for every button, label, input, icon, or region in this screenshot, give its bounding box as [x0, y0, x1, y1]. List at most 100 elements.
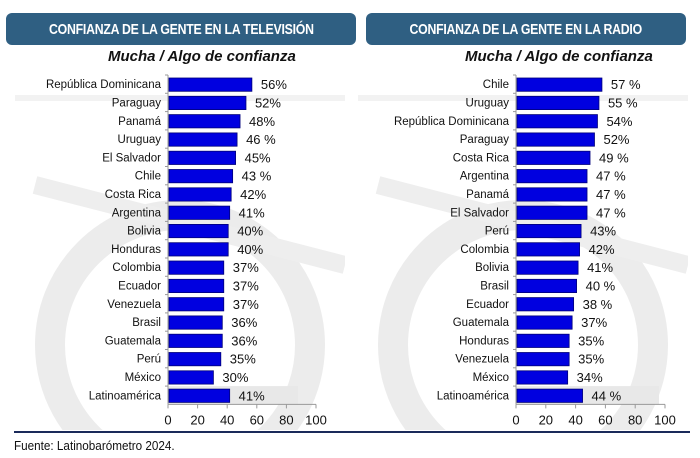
category-label: Colombia [112, 262, 161, 274]
bar [516, 352, 570, 367]
category-label: Argentina [112, 207, 162, 219]
category-label: Venezuela [455, 354, 509, 366]
value-label: 46 % [246, 132, 276, 147]
x-tick-label: 80 [279, 412, 293, 427]
category-label: Honduras [459, 335, 509, 347]
value-label: 35% [578, 333, 604, 348]
bar [516, 223, 582, 239]
bar [516, 315, 573, 330]
bar [168, 352, 222, 367]
bar [516, 150, 591, 165]
category-label: México [473, 372, 509, 384]
category-label: Latinoamérica [89, 390, 162, 402]
value-label: 40% [237, 242, 263, 257]
value-label: 35% [578, 352, 604, 367]
bar [516, 132, 595, 147]
value-label: 47 % [596, 169, 626, 184]
radio-bar-chart: Chile 57 % Uruguay 55 % República Dominicana… [394, 74, 676, 427]
bar [516, 370, 569, 385]
category-label: Chile [483, 79, 509, 91]
x-tick-label: 20 [190, 412, 204, 427]
x-tick-label: 60 [250, 412, 264, 427]
chart-subtitle: Mucha / Algo de confianza [465, 48, 653, 65]
category-label: Venezuela [107, 299, 161, 311]
category-label: Colombia [460, 244, 509, 256]
category-label: Brasil [480, 280, 509, 292]
value-label: 38 % [583, 297, 613, 312]
x-tick-label: 100 [305, 412, 327, 427]
bar [168, 223, 229, 239]
category-label: Perú [137, 354, 161, 366]
bar [516, 169, 588, 184]
x-tick-label: 0 [512, 412, 519, 427]
bar [516, 77, 603, 92]
source-note: Fuente: Latinobarómetro 2024. [14, 438, 175, 453]
bar [168, 260, 225, 275]
chart-title: CONFIANZA DE LA GENTE EN LA TELEVISIÓN [48, 20, 314, 38]
x-tick-label: 20 [539, 412, 553, 427]
x-tick-label: 100 [654, 412, 676, 427]
category-label: Costa Rica [453, 152, 510, 164]
value-label: 30% [222, 370, 248, 385]
bar [516, 242, 580, 257]
bar [168, 278, 225, 294]
bar [168, 150, 236, 165]
tv-confidence-panel: CONFIANZA DE LA GENTE EN LA TELEVISIÓN M… [0, 0, 356, 430]
bar [168, 95, 247, 110]
category-label: Guatemala [453, 317, 510, 329]
value-label: 37% [233, 260, 259, 275]
value-label: 52% [255, 95, 281, 110]
bar [516, 187, 588, 202]
bar [168, 370, 214, 385]
x-tick-label: 40 [568, 412, 582, 427]
value-label: 37% [233, 278, 259, 293]
bar [168, 187, 232, 202]
category-label: México [125, 372, 161, 384]
category-label: Paraguay [112, 97, 161, 109]
category-label: Costa Rica [105, 189, 162, 201]
category-label: Latinoamérica [437, 390, 510, 402]
category-label: Ecuador [118, 280, 161, 292]
bar [168, 315, 223, 330]
category-label: Panamá [118, 116, 161, 128]
category-label: Bolivia [127, 226, 161, 238]
value-label: 42% [589, 242, 615, 257]
bar [168, 114, 241, 129]
x-tick-label: 80 [628, 412, 642, 427]
value-label: 54% [606, 114, 632, 129]
value-label: 43 % [242, 169, 272, 184]
bar [168, 242, 229, 257]
value-label: 57 % [611, 77, 641, 92]
value-label: 56% [261, 77, 287, 92]
value-label: 48% [249, 114, 275, 129]
value-label: 40% [237, 224, 263, 239]
bar [168, 388, 231, 403]
bar [168, 297, 225, 312]
category-label: Perú [485, 226, 509, 238]
value-label: 41% [239, 388, 265, 403]
tv-bar-chart: República Dominicana 56% Paraguay 52% Panamá… [46, 74, 327, 427]
value-label: 37% [581, 315, 607, 330]
category-label: República Dominicana [394, 116, 510, 128]
bar [168, 77, 253, 92]
bar [516, 333, 570, 348]
bar [516, 205, 588, 220]
bar [168, 333, 223, 348]
bar [516, 388, 583, 403]
chart-title: CONFIANZA DE LA GENTE EN LA RADIO [409, 20, 643, 38]
value-label: 43% [590, 224, 616, 239]
category-label: El Salvador [102, 152, 161, 164]
bar [168, 132, 238, 147]
category-label: Honduras [111, 244, 161, 256]
bar [516, 95, 600, 110]
bar [168, 169, 234, 184]
value-label: 47 % [596, 187, 626, 202]
value-label: 37% [233, 297, 259, 312]
x-tick-label: 0 [164, 412, 171, 427]
category-label: Brasil [132, 317, 161, 329]
category-label: República Dominicana [46, 79, 162, 91]
x-tick-label: 40 [220, 412, 234, 427]
bar [168, 205, 231, 220]
category-label: Chile [135, 171, 161, 183]
bar [516, 278, 577, 294]
